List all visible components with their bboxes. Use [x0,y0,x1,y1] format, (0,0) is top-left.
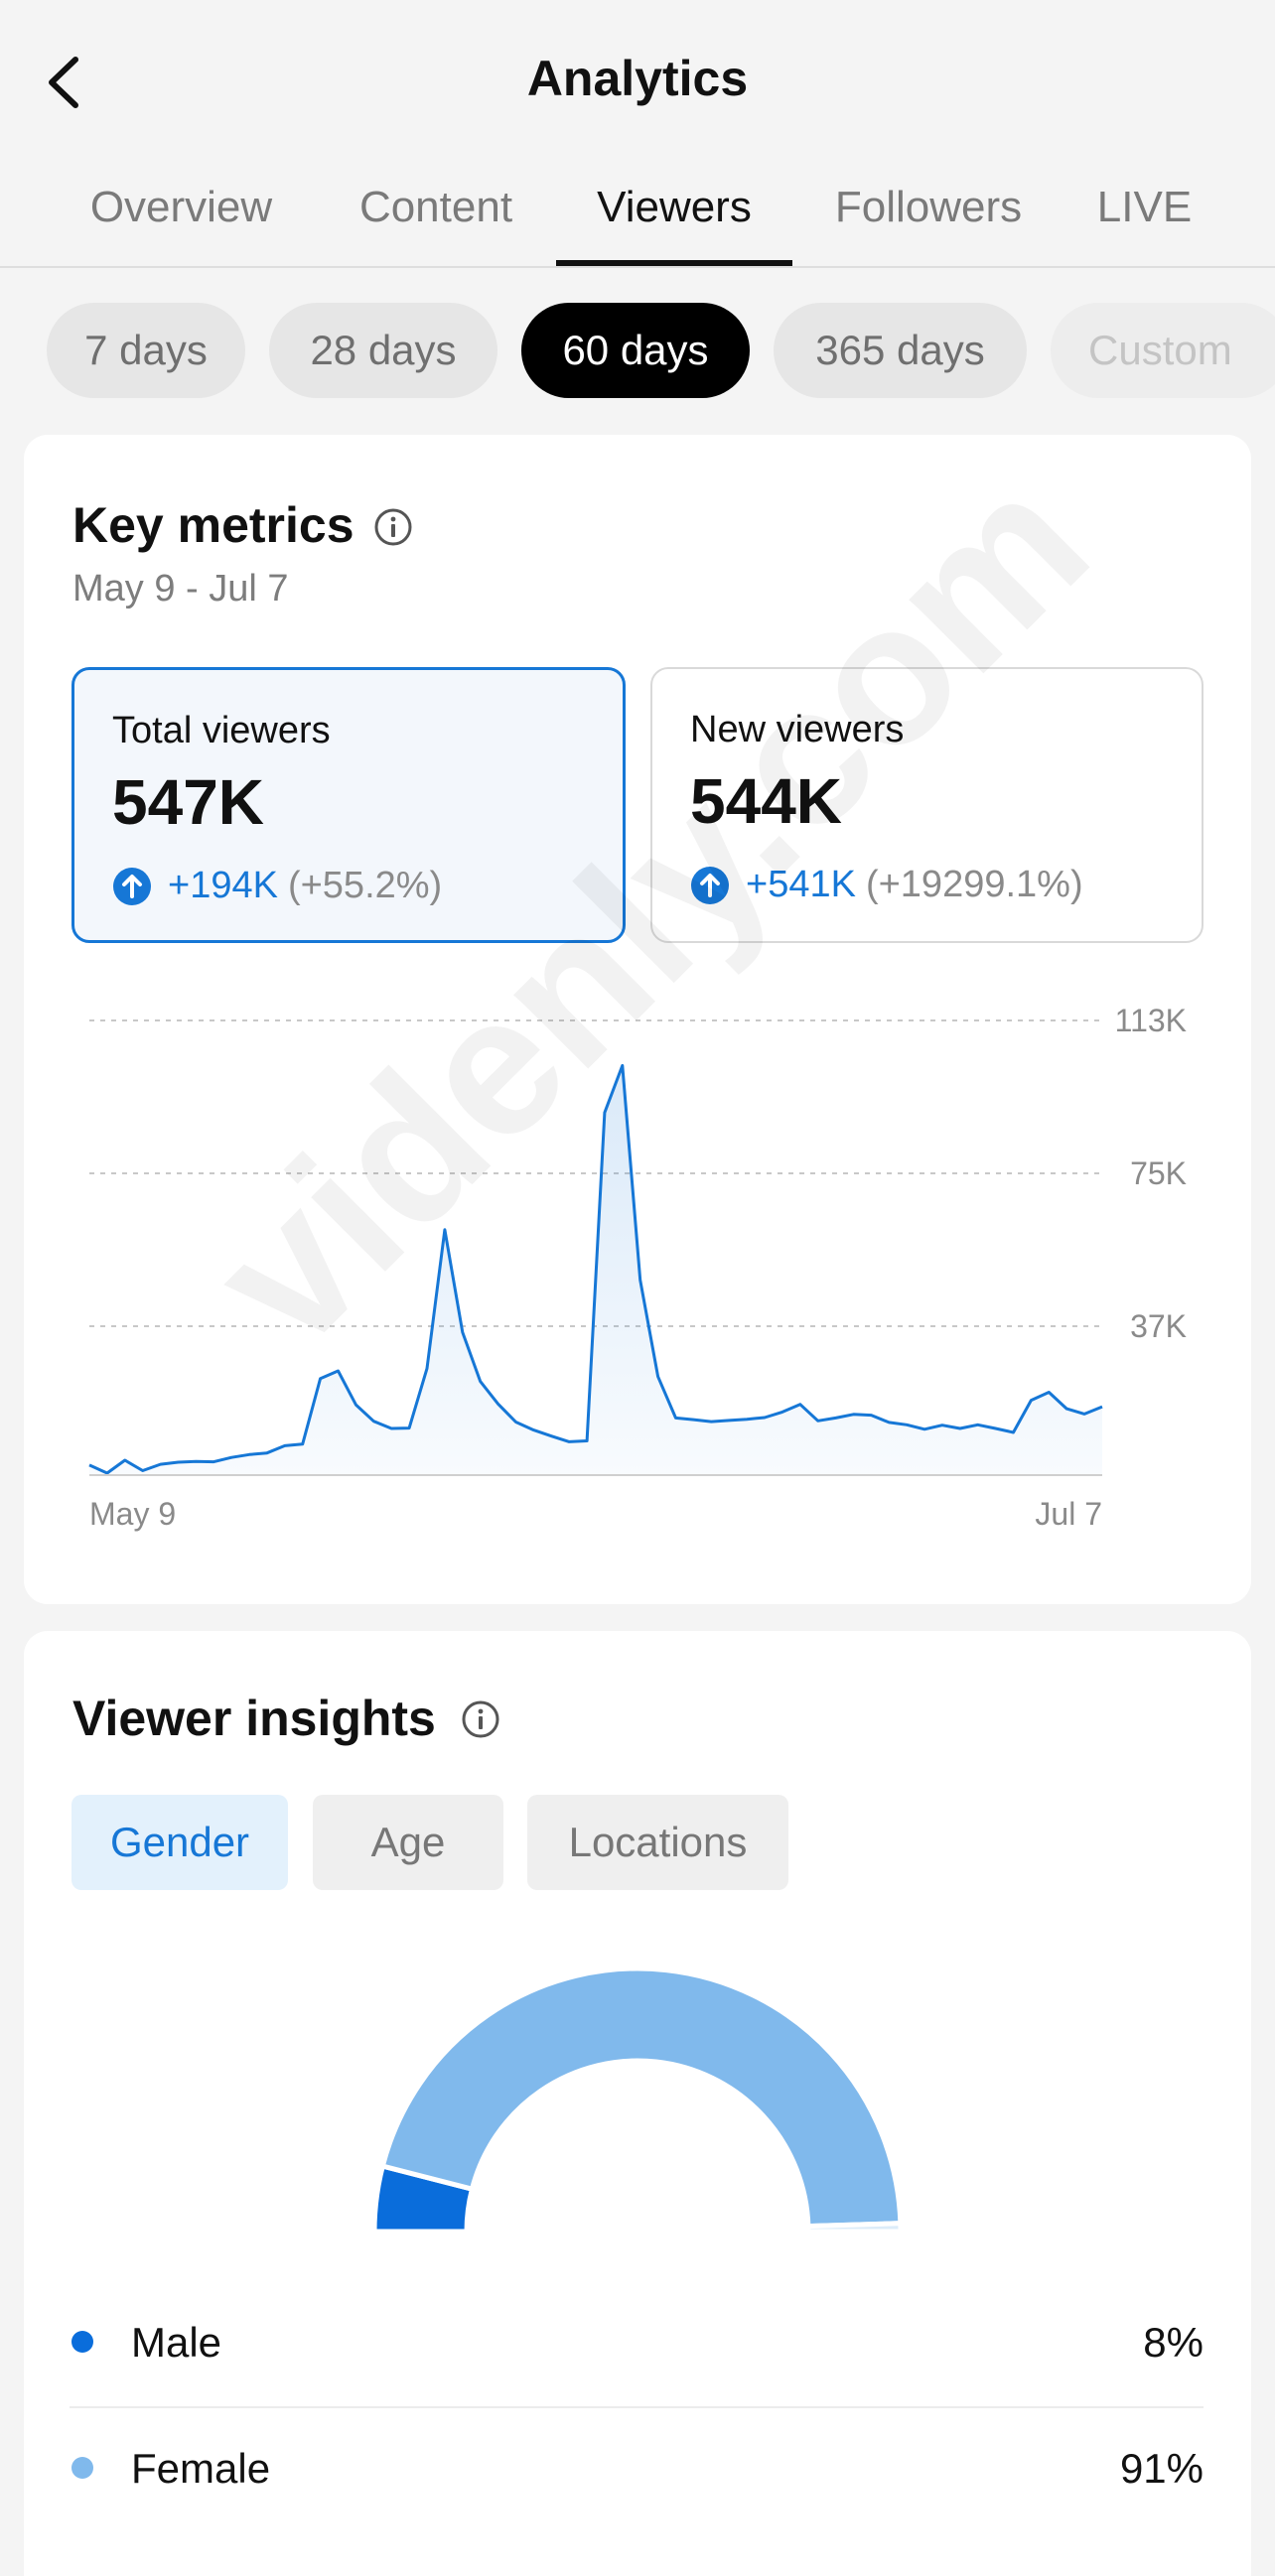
viewer-insights-title: Viewer insights [72,1691,436,1746]
chevron-left-icon [49,57,78,108]
legend-divider [70,2406,1204,2408]
tab-viewers[interactable]: Viewers [597,183,752,231]
tab-gender[interactable]: Gender [71,1795,288,1890]
info-icon[interactable] [373,507,413,547]
date-range-selector: 7 days 28 days 60 days 365 days Custom [0,303,1275,400]
change-percent: (+55.2%) [287,865,443,906]
metric-label: Total viewers [112,710,331,751]
arrow-up-circle-icon [113,867,151,905]
legend-row-male: Male 8% [70,2293,1204,2392]
tabs-divider [0,266,1275,268]
metric-change: +194K (+55.2%) [112,865,442,907]
tab-followers[interactable]: Followers [834,183,1023,231]
range-chip-28-days[interactable]: 28 days [269,303,497,398]
metric-change: +541K (+19299.1%) [690,864,1083,906]
insight-type-tabs: Gender Age Locations [0,1795,1275,1892]
info-icon[interactable] [461,1699,500,1739]
legend-label: Female [131,2445,271,2492]
metric-value: 547K [112,766,264,838]
change-percent: (+19299.1%) [865,864,1083,905]
change-absolute: +541K [746,864,856,905]
analytics-tabs: Overview Content Viewers Followers LIVE [0,169,1275,268]
range-chip-7-days[interactable]: 7 days [47,303,245,398]
tab-overview[interactable]: Overview [89,183,273,231]
top-bar: Analytics [0,0,1275,164]
range-chip-365-days[interactable]: 365 days [774,303,1027,398]
legend-value: 8% [1143,2319,1204,2366]
legend-dot-female [71,2457,93,2479]
tab-live[interactable]: LIVE [1096,183,1193,231]
date-range-label: May 9 - Jul 7 [72,568,289,610]
range-chip-custom[interactable]: Custom [1051,303,1275,398]
legend-value: 91% [1119,2445,1204,2492]
metric-total-viewers[interactable]: Total viewers 547K +194K (+55.2%) [71,667,626,943]
tab-content[interactable]: Content [358,183,513,231]
metric-new-viewers[interactable]: New viewers 544K +541K (+19299.1%) [650,667,1204,943]
tab-locations[interactable]: Locations [527,1795,788,1890]
change-absolute: +194K [168,865,278,906]
arrow-up-circle-icon [691,866,729,904]
legend-dot-male [71,2331,93,2353]
tab-age[interactable]: Age [313,1795,503,1890]
legend-label: Male [131,2319,222,2366]
metric-label: New viewers [690,709,905,750]
legend-row-female: Female 91% [70,2419,1204,2518]
range-chip-60-days[interactable]: 60 days [521,303,750,398]
active-tab-indicator [556,260,792,266]
key-metrics-title: Key metrics [72,497,354,553]
metric-value: 544K [690,765,842,837]
back-button[interactable] [40,48,95,117]
page-title: Analytics [526,51,749,106]
